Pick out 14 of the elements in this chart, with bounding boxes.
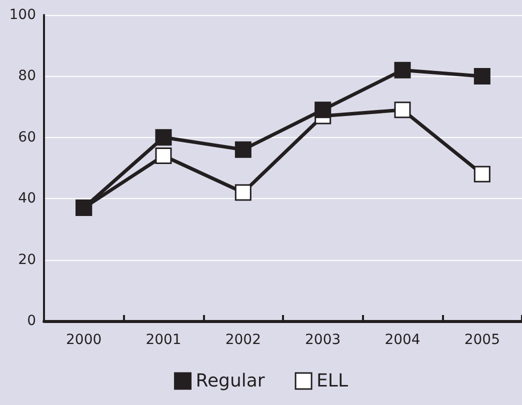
x-tick-label: 2001 — [146, 332, 182, 348]
x-tick-label: 2004 — [384, 332, 420, 348]
x-tick-label: 2000 — [66, 332, 102, 348]
x-tick-label: 2005 — [464, 332, 500, 348]
y-tick-label: 60 — [18, 129, 36, 146]
y-tick-label: 20 — [18, 252, 36, 268]
legend-label: Regular — [196, 370, 266, 392]
x-tick-label: 2003 — [305, 332, 341, 348]
y-tick-label: 40 — [18, 190, 36, 207]
y-tick-label: 80 — [18, 68, 36, 84]
y-tick-label: 0 — [27, 313, 36, 329]
y-tick-label: 100 — [9, 7, 36, 23]
x-tick-label: 2002 — [225, 332, 261, 348]
legend-label: ELL — [316, 370, 348, 392]
